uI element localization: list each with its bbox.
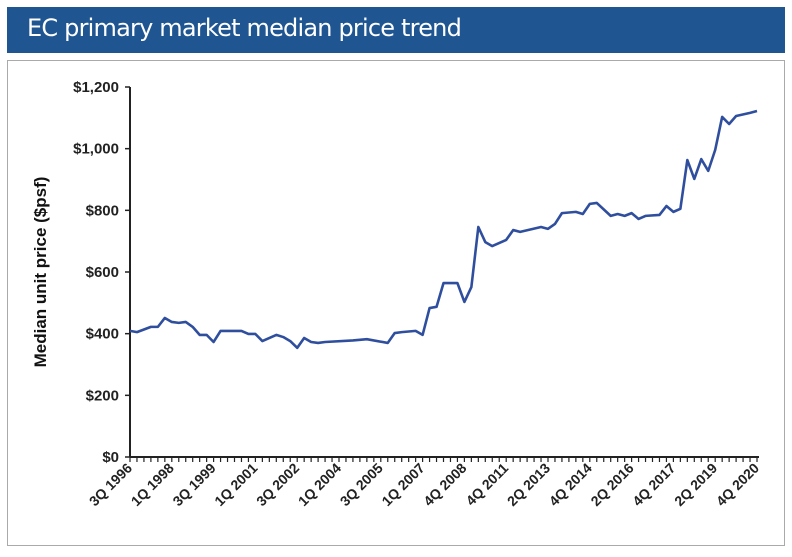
x-tick-label: 3Q 2002 [253,460,302,509]
y-tick-label: $1,000 [73,141,119,158]
x-tick-label: 1Q 2007 [378,460,427,509]
x-tick-label: 4Q 2017 [629,460,678,509]
chart-frame [7,60,785,546]
x-tick-label: 3Q 1999 [169,460,218,509]
y-tick-label: $400 [86,326,119,343]
x-tick-label: 2Q 2013 [504,460,553,509]
y-tick-label: $0 [102,449,119,466]
y-tick-label: $200 [86,387,119,404]
y-tick-label: $800 [86,202,119,219]
x-tick-label: 3Q 2005 [337,460,386,509]
price-line [129,109,758,350]
x-tick-label: 4Q 2020 [713,460,762,509]
x-tick-label: 3Q 1996 [86,460,135,509]
x-tick-label: 1Q 1998 [128,460,177,509]
x-tick-label: 4Q 2014 [546,460,595,509]
axes [125,86,759,462]
title-banner: EC primary market median price trend [7,7,785,53]
x-tick-label: 4Q 2011 [463,460,512,509]
y-tick-labels: $0 $200 $400 $600 $800 $1,000 $1,200 [73,79,119,466]
chart-title: EC primary market median price trend [27,14,462,42]
x-tick-label: 1Q 2004 [295,460,344,509]
y-axis-title: Median unit price ($psf) [31,177,50,368]
series-group [129,109,758,350]
x-tick-label: 4Q 2008 [420,460,469,509]
y-tick-label: $600 [86,264,119,281]
x-tick-label: 2Q 2019 [671,460,720,509]
x-tick-label: 2Q 2016 [587,460,636,509]
y-tick-label: $1,200 [73,79,119,96]
x-tick-label: 1Q 2001 [211,460,260,509]
